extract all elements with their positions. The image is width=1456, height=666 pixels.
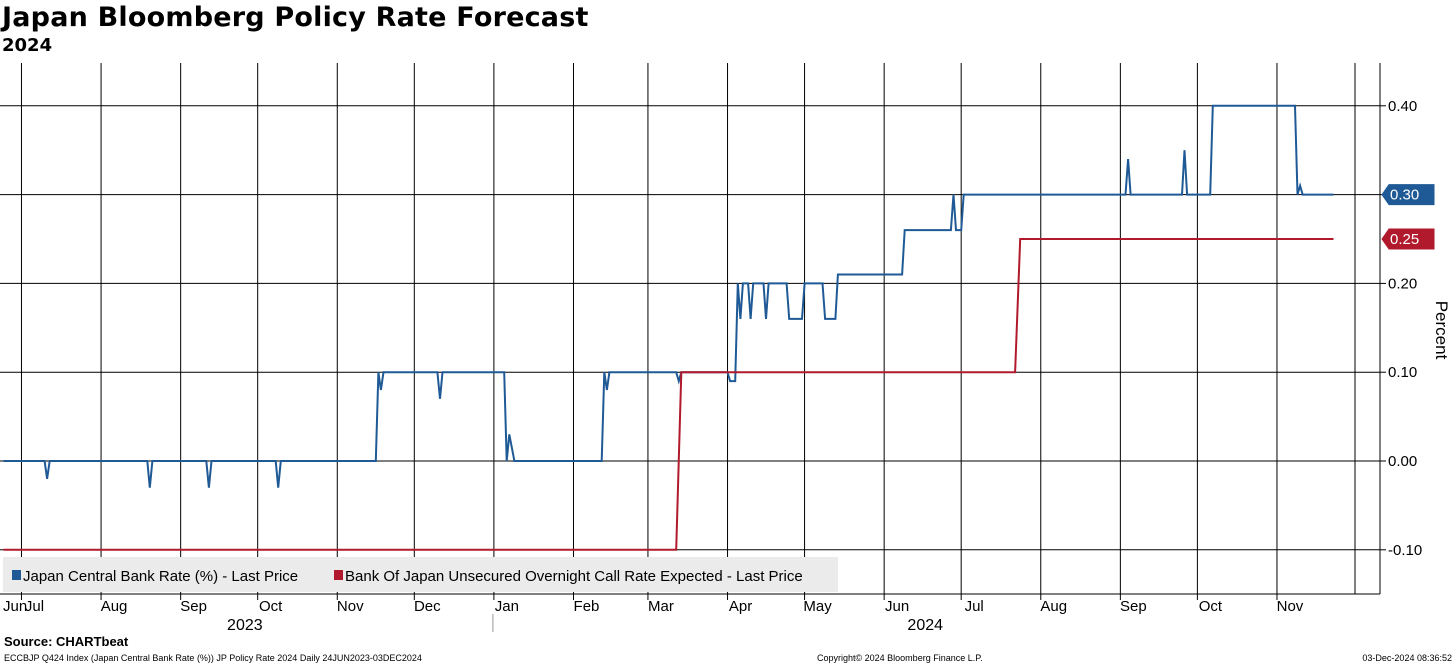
plot-area (0, 63, 1380, 594)
x-tick-label: Feb (574, 598, 600, 615)
x-tick-label: Mar (648, 598, 674, 615)
last-value-tag-2: 0.25 (1381, 228, 1435, 250)
legend-swatch-1 (12, 570, 21, 580)
x-year-label: 2024 (907, 617, 943, 634)
x-tick-label: Jan (495, 598, 519, 615)
x-tick-label: Sep (1120, 598, 1147, 615)
footer-copyright: Copyright© 2024 Bloomberg Finance L.P. (817, 653, 983, 663)
source-note: Source: CHARTbeat (4, 634, 129, 649)
x-tick-label: Nov (337, 598, 364, 615)
plot-background (0, 63, 1380, 594)
x-tick-label: Sep (180, 598, 207, 615)
y-tick-label: 0.20 (1388, 275, 1417, 292)
x-tick-label: Jul (965, 598, 984, 615)
last-value-tag-shape (1381, 184, 1435, 206)
last-value-tag-shape (1381, 228, 1435, 250)
last-value-tag-1: 0.30 (1381, 184, 1435, 206)
x-tick-label: Oct (259, 598, 283, 615)
y-tick-label: 0.00 (1388, 453, 1417, 470)
chart-subtitle: 2024 (2, 35, 53, 56)
footer-timestamp: 03-Dec-2024 08:36:52 (1362, 653, 1452, 663)
y-axis-label: Percent (1432, 301, 1451, 360)
x-year-label: 2023 (227, 617, 263, 634)
legend-swatch-2 (334, 570, 343, 580)
x-tick-label: May (803, 598, 832, 615)
legend-background (3, 557, 838, 592)
y-tick-label: 0.10 (1388, 364, 1417, 381)
legend: Japan Central Bank Rate (%) - Last Price… (3, 557, 838, 592)
x-tick-label: Jun (3, 598, 27, 615)
footer-ticker: ECCBJP Q424 Index (Japan Central Bank Ra… (4, 653, 422, 663)
x-tick-label: Apr (729, 598, 752, 615)
x-tick-label: Aug (1040, 598, 1067, 615)
chart-title: Japan Bloomberg Policy Rate Forecast (2, 2, 589, 33)
x-tick-label: Jun (885, 598, 909, 615)
x-tick-label: Oct (1199, 598, 1223, 615)
x-tick-label: Nov (1277, 598, 1304, 615)
last-value-tag-label: 0.30 (1390, 187, 1419, 204)
y-tick-label: -0.10 (1388, 542, 1422, 559)
x-tick-label: Jul (25, 598, 44, 615)
x-tick-label: Aug (101, 598, 128, 615)
legend-label-2: Bank Of Japan Unsecured Overnight Call R… (345, 568, 803, 585)
series-line-1 (3, 104, 1334, 488)
y-tick-label: 0.40 (1388, 98, 1417, 115)
series-layer (3, 104, 1334, 551)
series-line-2 (3, 238, 1334, 551)
x-tick-label: Dec (414, 598, 441, 615)
legend-label-1: Japan Central Bank Rate (%) - Last Price (23, 568, 298, 585)
last-value-tag-label: 0.25 (1390, 231, 1419, 248)
